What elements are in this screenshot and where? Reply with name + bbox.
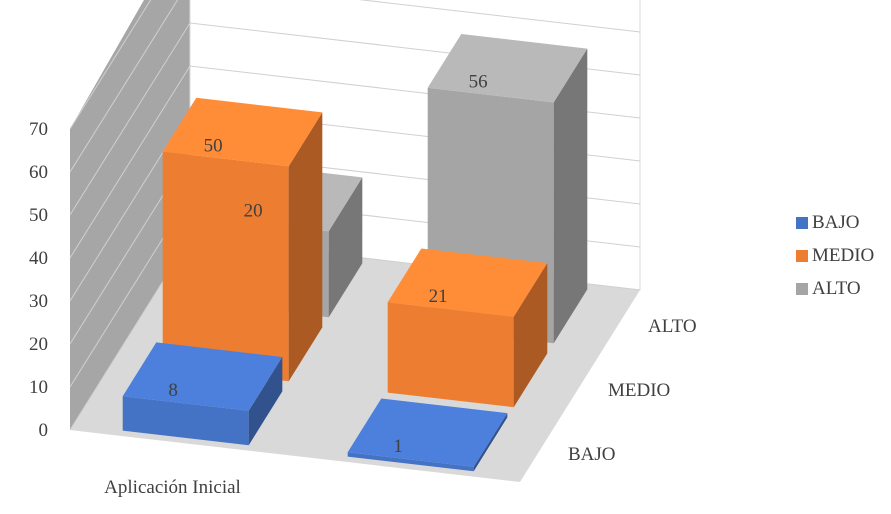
legend-item-alto: ALTO <box>796 272 874 305</box>
data-label: 1 <box>393 436 403 457</box>
bar-side <box>328 177 363 318</box>
data-label: 20 <box>244 200 263 221</box>
y-axis-ticks: 0 10 20 30 40 50 60 70 <box>29 119 48 441</box>
bar-medio-1 <box>387 248 548 408</box>
legend-label-bajo: BAJO <box>812 211 860 233</box>
y-tick-label: 40 <box>29 248 48 269</box>
legend-item-medio: MEDIO <box>796 239 874 272</box>
gridline <box>69 0 641 173</box>
bar-front <box>387 302 514 408</box>
bar-side <box>553 48 588 344</box>
x-tick-label: Aplicación Inicial <box>104 477 241 498</box>
bar-top <box>427 34 588 103</box>
bar-medio-0 <box>162 97 323 382</box>
bar-side <box>513 263 548 408</box>
y-tick-label: 0 <box>39 420 49 441</box>
y-tick-label: 50 <box>29 205 48 226</box>
bar-side <box>248 357 283 446</box>
legend-item-bajo: BAJO <box>796 206 874 239</box>
data-label: 8 <box>168 380 178 401</box>
legend-swatch-bajo <box>796 216 808 229</box>
bar-top <box>347 398 508 467</box>
depth-tick-label: MEDIO <box>608 380 670 401</box>
bar-side <box>473 413 508 472</box>
bar-front <box>347 452 474 472</box>
legend: BAJO MEDIO ALTO <box>796 206 874 305</box>
legend-swatch-medio <box>796 249 808 262</box>
gridline <box>69 0 152 130</box>
depth-axis-labels: BAJO MEDIO ALTO <box>568 316 697 465</box>
data-labels: 20 56 50 21 8 1 <box>168 72 488 457</box>
x-axis-labels: Aplicación InicialAplicación Final <box>104 477 241 498</box>
y-tick-label: 30 <box>29 291 48 312</box>
data-label: 50 <box>204 135 223 156</box>
bar-front <box>162 151 289 382</box>
bar-top <box>387 248 548 317</box>
y-tick-label: 20 <box>29 334 48 355</box>
bar-top <box>162 97 323 167</box>
y-tick-label: 10 <box>29 377 48 398</box>
bar-front <box>122 396 249 446</box>
bar-bajo-1 <box>347 398 508 472</box>
side-wall <box>70 0 190 430</box>
bar-top <box>122 342 283 411</box>
legend-label-medio: MEDIO <box>812 244 875 266</box>
bar-side <box>288 112 323 382</box>
y-tick-label: 70 <box>29 119 48 140</box>
y-tick-label: 60 <box>29 162 48 183</box>
depth-tick-label: ALTO <box>648 316 697 337</box>
data-label: 21 <box>429 286 448 307</box>
depth-tick-label: BAJO <box>568 444 616 465</box>
data-label: 56 <box>469 72 488 93</box>
bars <box>122 34 588 472</box>
legend-swatch-alto <box>796 282 808 295</box>
bar-bajo-0 <box>122 342 283 446</box>
legend-label-alto: ALTO <box>812 277 861 299</box>
